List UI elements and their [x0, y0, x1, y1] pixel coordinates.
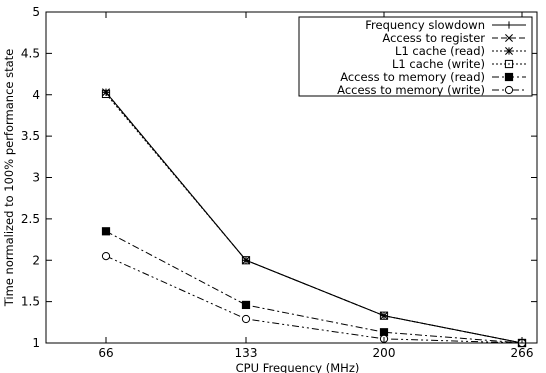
series-4 — [101, 89, 527, 348]
legend-label: Frequency slowdown — [365, 18, 485, 32]
star-marker — [380, 311, 388, 320]
filled-square-marker — [101, 227, 111, 236]
series-line — [105, 91, 523, 344]
square-marker — [379, 311, 389, 320]
circle-marker — [504, 85, 514, 95]
data-point — [102, 88, 110, 97]
circle-marker — [101, 252, 111, 261]
y-tick-label: 4 — [32, 88, 40, 102]
y-tick-label: 3 — [32, 171, 40, 185]
legend-label: Access to register — [382, 31, 485, 45]
data-point — [241, 256, 251, 265]
square-marker — [241, 256, 251, 265]
square-marker — [504, 59, 514, 69]
series-1 — [102, 88, 526, 347]
x-tick-label: 200 — [373, 346, 396, 360]
data-point — [504, 72, 514, 82]
series-6 — [101, 252, 527, 348]
data-point — [101, 89, 111, 99]
series-line — [105, 93, 523, 344]
filled-square-marker — [241, 300, 251, 310]
data-point — [505, 21, 513, 29]
y-tick-label: 4.5 — [21, 46, 40, 60]
y-tick-label: 3.5 — [21, 129, 40, 143]
y-tick-label: 1.5 — [21, 295, 40, 309]
legend-item: Access to register — [382, 31, 526, 45]
legend-item: Frequency slowdown — [365, 18, 526, 32]
data-point — [504, 85, 514, 95]
data-point — [241, 300, 251, 310]
series-3 — [102, 88, 526, 347]
series-2 — [102, 88, 526, 347]
data-point — [504, 59, 514, 69]
filled-square-marker — [504, 72, 514, 82]
legend-item: Access to memory (write) — [337, 83, 526, 97]
series-line — [105, 230, 523, 344]
square-marker — [101, 89, 111, 99]
x-tick-label: 266 — [511, 346, 534, 360]
y-tick-label: 2.5 — [21, 212, 40, 226]
x-tick-label: 66 — [98, 346, 113, 360]
circle-marker — [241, 314, 251, 324]
data-point — [505, 47, 513, 55]
y-tick-label: 2 — [32, 253, 40, 267]
series-line — [105, 255, 523, 344]
y-axis-label: Time normalized to 100% performance stat… — [2, 49, 16, 308]
x-marker — [505, 34, 513, 42]
x-axis-label: CPU Frequency (MHz) — [236, 361, 360, 373]
y-tick-label: 5 — [32, 5, 40, 19]
axes: 1 1.5 2 2.5 3 3.5 4 4.5 5 66 133 200 266 — [21, 5, 538, 360]
series-group — [101, 88, 527, 348]
legend-item: L1 cache (read) — [395, 44, 526, 58]
data-point — [101, 252, 111, 261]
data-point — [379, 311, 389, 320]
legend-item: Access to memory (read) — [340, 70, 526, 84]
legend-label: Access to memory (read) — [340, 70, 485, 84]
legend-label: L1 cache (read) — [395, 44, 485, 58]
legend-box — [298, 16, 533, 97]
y-tick-label: 1 — [32, 336, 40, 350]
legend-label: L1 cache (write) — [392, 57, 485, 71]
star-marker — [505, 47, 513, 55]
legend-item: L1 cache (write) — [392, 57, 526, 71]
x-tick-label: 133 — [235, 346, 258, 360]
data-point — [101, 227, 111, 236]
data-point — [241, 314, 251, 324]
series-line — [105, 91, 523, 344]
data-point — [505, 34, 513, 42]
legend-label: Access to memory (write) — [337, 83, 485, 97]
series-line — [105, 91, 523, 344]
